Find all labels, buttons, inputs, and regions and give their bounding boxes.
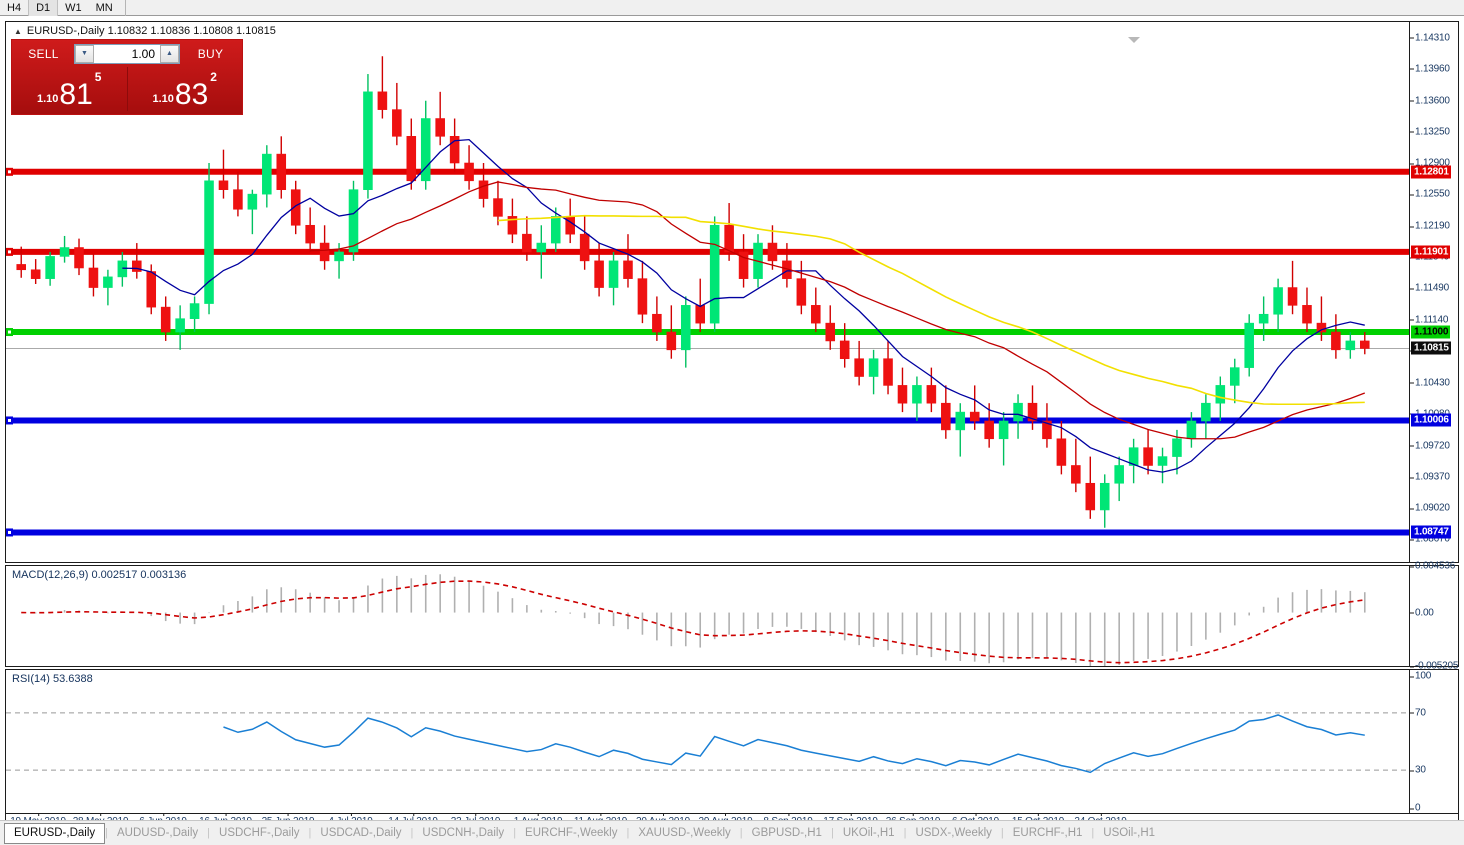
sell-price-main: 81 — [59, 78, 93, 111]
chevron-down-icon — [1128, 37, 1140, 43]
price-chart-panel[interactable]: ▲ EURUSD-,Daily 1.10832 1.10836 1.10808 … — [5, 21, 1459, 563]
chart-tab-usdx-weekly[interactable]: USDX-,Weekly — [915, 826, 992, 839]
volume-decrease-icon[interactable]: ▼ — [75, 44, 94, 63]
one-click-trading-top-row: SELL ▼ 1.00 ▲ BUY — [12, 40, 242, 67]
chart-tab-usdcnh-daily[interactable]: USDCNH-,Daily — [422, 826, 505, 839]
one-click-trading-prices: 1.10 81 5 1.10 83 2 — [12, 67, 242, 114]
price-axis-tick: 1.11490 — [1410, 283, 1449, 294]
chart-tab-separator: | — [207, 827, 211, 839]
timeframe-button-w1[interactable]: W1 — [65, 1, 82, 14]
macd-svg — [21, 574, 1366, 666]
chart-tab-separator: | — [410, 827, 414, 839]
sell-price-fraction: 5 — [94, 70, 102, 84]
macd-axis-tick: 0.00 — [1410, 607, 1434, 618]
volume-input[interactable]: 1.00 — [131, 46, 155, 61]
one-click-trading-panel[interactable]: SELL ▼ 1.00 ▲ BUY 1.10 81 5 — [11, 39, 243, 115]
macd-indicator-panel[interactable]: MACD(12,26,9) 0.002517 0.003136 0.004536… — [5, 561, 1459, 672]
chart-tab-separator: | — [513, 827, 517, 839]
price-level-tag[interactable]: 1.08747 — [1411, 525, 1451, 539]
sell-price-prefix: 1.10 — [37, 93, 59, 105]
price-axis-tick: 1.13960 — [1410, 63, 1450, 74]
price-level-tag[interactable]: 1.10815 — [1411, 341, 1451, 355]
chart-frame: ▲ EURUSD-,Daily 1.10832 1.10836 1.10808 … — [0, 17, 1464, 836]
toolbar-separator — [124, 0, 126, 16]
price-plot-area[interactable] — [6, 22, 1409, 562]
timeframe-button-mn[interactable]: MN — [95, 1, 113, 14]
price-axis-tick: 1.13600 — [1410, 95, 1450, 106]
rsi-title: RSI(14) 53.6388 — [12, 673, 93, 685]
chart-tab-separator: | — [739, 827, 743, 839]
chart-tab-eurchf-h1[interactable]: EURCHF-,H1 — [1012, 826, 1083, 839]
chart-tab-separator: | — [626, 827, 630, 839]
price-level-tag[interactable]: 1.11000 — [1411, 325, 1451, 339]
quote-divider — [126, 67, 128, 111]
macd-axis-tick: -0.005205 — [1410, 661, 1458, 672]
timeframe-button-h4[interactable]: H4 — [7, 1, 22, 14]
buy-price-quote[interactable]: 1.10 83 2 — [131, 67, 240, 111]
chart-tab-xauusd-weekly[interactable]: XAUUSD-,Weekly — [638, 826, 731, 839]
price-axis-tick: 1.11140 — [1410, 314, 1448, 325]
volume-increase-icon[interactable]: ▲ — [160, 44, 179, 63]
macd-axis-tick: 0.004536 — [1410, 561, 1455, 572]
collapse-triangle-icon[interactable]: ▲ — [14, 26, 22, 36]
chart-tab-eurchf-weekly[interactable]: EURCHF-,Weekly — [525, 826, 618, 839]
chart-tab-usdchf-daily[interactable]: USDCHF-,Daily — [219, 826, 300, 839]
timeframe-button-d1[interactable]: D1 — [28, 0, 59, 16]
sell-price-quote[interactable]: 1.10 81 5 — [15, 67, 124, 111]
chart-tab-separator: | — [1000, 827, 1004, 839]
symbol-header-text: EURUSD-,Daily 1.10832 1.10836 1.10808 1.… — [26, 25, 276, 37]
chart-tab-usoil-h1[interactable]: USOil-,H1 — [1103, 826, 1156, 839]
timeframe-toolbar: H4 D1 W1 MN — [0, 0, 1464, 16]
price-level-tag[interactable]: 1.12801 — [1411, 165, 1451, 179]
rsi-svg — [6, 712, 1409, 774]
price-axis-tick: 1.12550 — [1410, 189, 1450, 200]
macd-plot-area[interactable] — [6, 566, 1409, 666]
price-axis[interactable]: 1.14310 1.13960 1.13600 1.13250 1.12900 1.125… — [1409, 22, 1458, 562]
buy-price-fraction: 2 — [210, 70, 217, 84]
buy-button[interactable]: BUY — [197, 46, 224, 61]
chart-tab-separator: | — [105, 827, 109, 839]
buy-price-main: 83 — [174, 78, 209, 111]
chart-tab-audusd-daily[interactable]: AUDUSD-,Daily — [117, 826, 199, 839]
price-axis-tick: 1.09720 — [1410, 440, 1450, 451]
buy-price-prefix: 1.10 — [152, 93, 174, 105]
rsi-axis-tick: 30 — [1410, 765, 1426, 776]
sell-button[interactable]: SELL — [28, 46, 59, 61]
rsi-indicator-panel[interactable]: RSI(14) 53.6388 100 70 30 0 — [5, 669, 1459, 814]
rsi-axis-tick: 70 — [1410, 707, 1426, 718]
price-axis-tick: 1.10430 — [1410, 377, 1450, 388]
chart-tab-gbpusd-h1[interactable]: GBPUSD-,H1 — [751, 826, 822, 839]
price-level-tag[interactable]: 1.11901 — [1411, 245, 1451, 259]
chart-tab-separator: | — [308, 827, 312, 839]
price-axis-tick: 1.12190 — [1410, 221, 1450, 232]
price-candlestick-svg — [6, 56, 1409, 537]
rsi-plot-area[interactable] — [6, 670, 1409, 813]
rsi-axis-tick: 100 — [1410, 671, 1431, 682]
chart-tab-separator: | — [1091, 827, 1095, 839]
volume-stepper[interactable]: ▼ 1.00 ▲ — [74, 43, 180, 64]
chart-tabs-bar: EURUSD-,Daily | AUDUSD-,Daily | USDCHF-,Dail… — [0, 820, 1464, 845]
chart-tab-separator: | — [903, 827, 907, 839]
chart-tab-usdcad-daily[interactable]: USDCAD-,Daily — [320, 826, 402, 839]
macd-axis: 0.004536 0.00 -0.005205 — [1409, 561, 1458, 672]
chart-tab-ukoil-h1[interactable]: UKOil-,H1 — [842, 826, 895, 839]
price-axis-tick: 1.09370 — [1410, 472, 1450, 483]
symbol-header: ▲ EURUSD-,Daily 1.10832 1.10836 1.10808 … — [14, 25, 276, 37]
price-axis-tick: 1.13250 — [1410, 126, 1450, 137]
chart-tab-separator: | — [830, 827, 834, 839]
price-level-tag[interactable]: 1.10006 — [1411, 413, 1451, 427]
rsi-axis: 100 70 30 0 — [1409, 670, 1458, 814]
price-axis-tick: 1.08670 — [1410, 534, 1450, 545]
rsi-axis-tick: 0 — [1410, 803, 1421, 814]
price-axis-tick: 1.12900 — [1410, 158, 1450, 169]
price-axis-tick: 1.14310 — [1410, 32, 1450, 43]
price-axis-tick: 1.09020 — [1410, 503, 1450, 514]
chart-tab-eurusd-daily[interactable]: EURUSD-,Daily — [4, 822, 106, 844]
macd-title: MACD(12,26,9) 0.002517 0.003136 — [12, 569, 187, 581]
